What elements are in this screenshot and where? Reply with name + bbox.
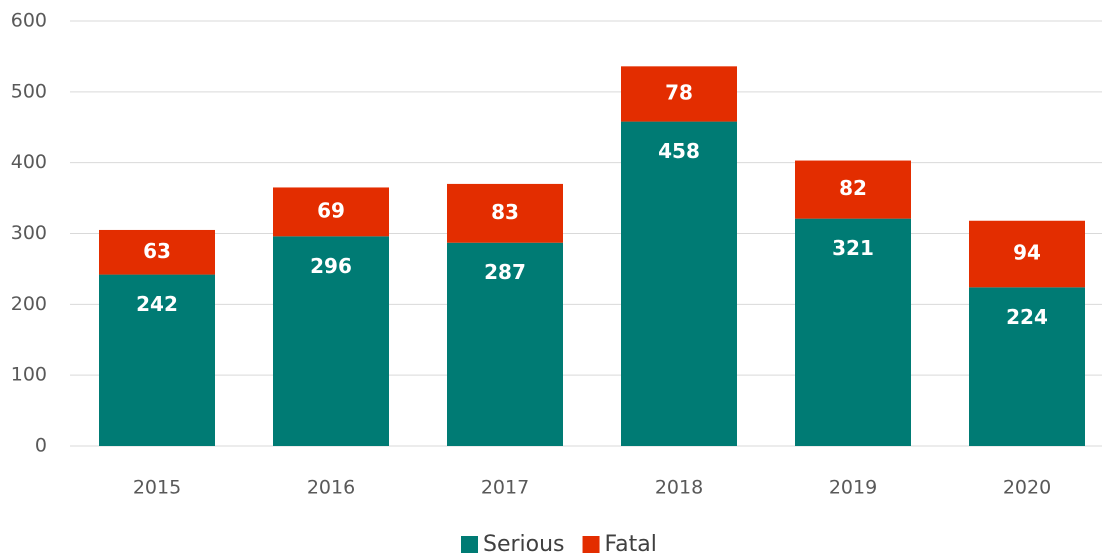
bar-segment	[447, 183, 563, 243]
data-label: 224	[1006, 305, 1048, 329]
data-label: 296	[310, 254, 352, 278]
bar-segment	[621, 66, 737, 122]
bar-segment	[273, 187, 389, 237]
data-label: 69	[317, 198, 345, 222]
x-tick-label: 2017	[481, 477, 529, 499]
y-tick-label: 100	[11, 364, 47, 386]
y-tick-label: 300	[11, 222, 47, 244]
data-label: 82	[839, 176, 867, 200]
bar-segment	[99, 274, 215, 446]
legend-swatch	[461, 536, 478, 553]
bar-segment	[99, 229, 215, 275]
bar-segment	[273, 236, 389, 446]
bar-segment	[969, 287, 1085, 446]
x-tick-label: 2019	[829, 477, 877, 499]
data-label: 287	[484, 260, 526, 284]
x-tick-label: 2015	[133, 477, 181, 499]
legend-label: Serious	[483, 532, 565, 557]
bar-segment	[447, 242, 563, 446]
data-label: 78	[665, 80, 693, 104]
y-tick-label: 200	[11, 293, 47, 315]
legend-label: Fatal	[605, 532, 657, 557]
bar-segment	[795, 218, 911, 446]
data-label: 458	[658, 139, 700, 163]
data-label: 94	[1013, 241, 1041, 265]
data-label: 83	[491, 200, 519, 224]
data-label: 63	[143, 239, 171, 263]
y-tick-label: 400	[11, 151, 47, 173]
bar-segment	[795, 160, 911, 219]
y-tick-label: 600	[11, 10, 47, 32]
y-tick-label: 500	[11, 80, 47, 102]
legend-swatch	[582, 536, 600, 553]
data-label: 242	[136, 292, 178, 316]
bar-segment	[969, 220, 1085, 288]
x-tick-label: 2016	[307, 477, 355, 499]
bar-segment	[621, 121, 737, 446]
x-tick-label: 2018	[655, 477, 703, 499]
y-tick-label: 0	[35, 435, 47, 457]
data-label: 321	[832, 236, 874, 260]
x-tick-label: 2020	[1003, 477, 1051, 499]
